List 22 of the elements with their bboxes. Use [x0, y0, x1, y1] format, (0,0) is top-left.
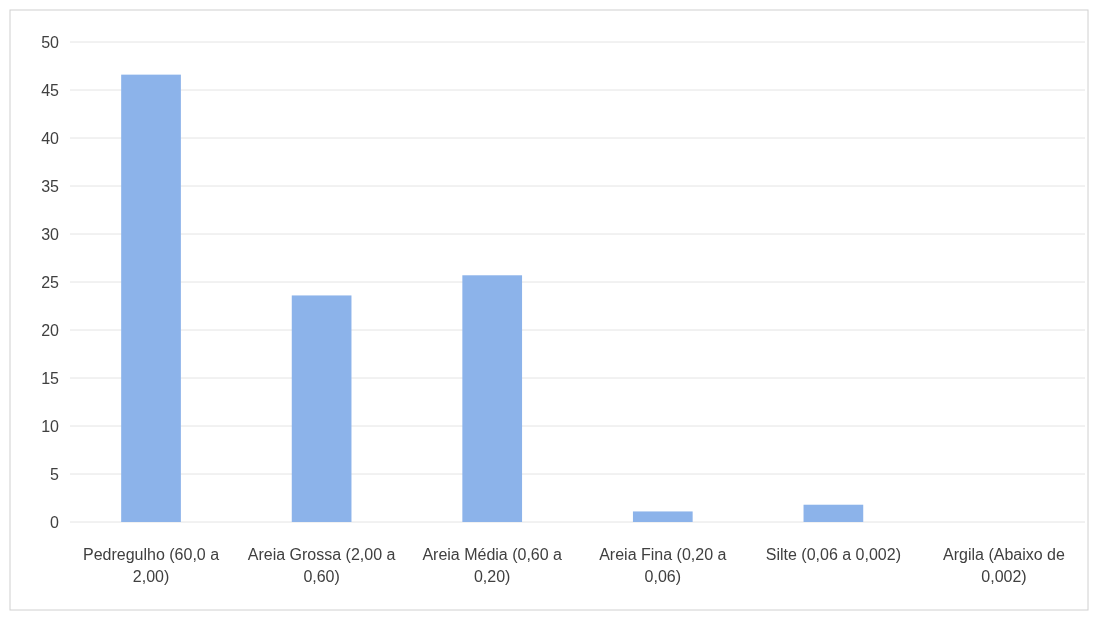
- y-tick-label: 25: [41, 273, 60, 291]
- bar: [291, 295, 352, 522]
- y-tick-label: 40: [41, 129, 60, 147]
- y-tick-label: 20: [41, 321, 60, 339]
- y-tick-label: 45: [41, 81, 60, 99]
- x-tick-label: Argila (Abaixo de 0,002): [943, 546, 1065, 585]
- bar: [121, 74, 181, 522]
- x-tick-label: Areia Média (0,60 a 0,20): [422, 546, 563, 585]
- bar: [462, 275, 523, 522]
- bar: [803, 504, 864, 522]
- y-tick-label: 30: [41, 225, 60, 243]
- y-tick-label: 10: [41, 417, 60, 435]
- x-tick-label: Pedregulho (60,0 a 2,00): [82, 546, 220, 585]
- y-tick-label: 50: [41, 33, 60, 51]
- x-tick-label: Silte (0,06 a 0,002): [765, 546, 901, 563]
- y-tick-label: 15: [41, 369, 60, 387]
- x-tick-label: Areia Fina (0,20 a 0,06): [599, 546, 727, 585]
- y-tick-label: 5: [50, 465, 60, 483]
- bar: [632, 511, 693, 522]
- x-tick-label: Areia Grossa (2,00 a 0,60): [247, 546, 396, 585]
- y-tick-label: 0: [50, 513, 60, 531]
- y-tick-label: 35: [41, 177, 60, 195]
